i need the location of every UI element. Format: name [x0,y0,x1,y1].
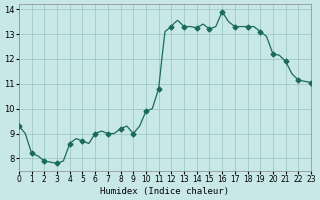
X-axis label: Humidex (Indice chaleur): Humidex (Indice chaleur) [100,187,229,196]
